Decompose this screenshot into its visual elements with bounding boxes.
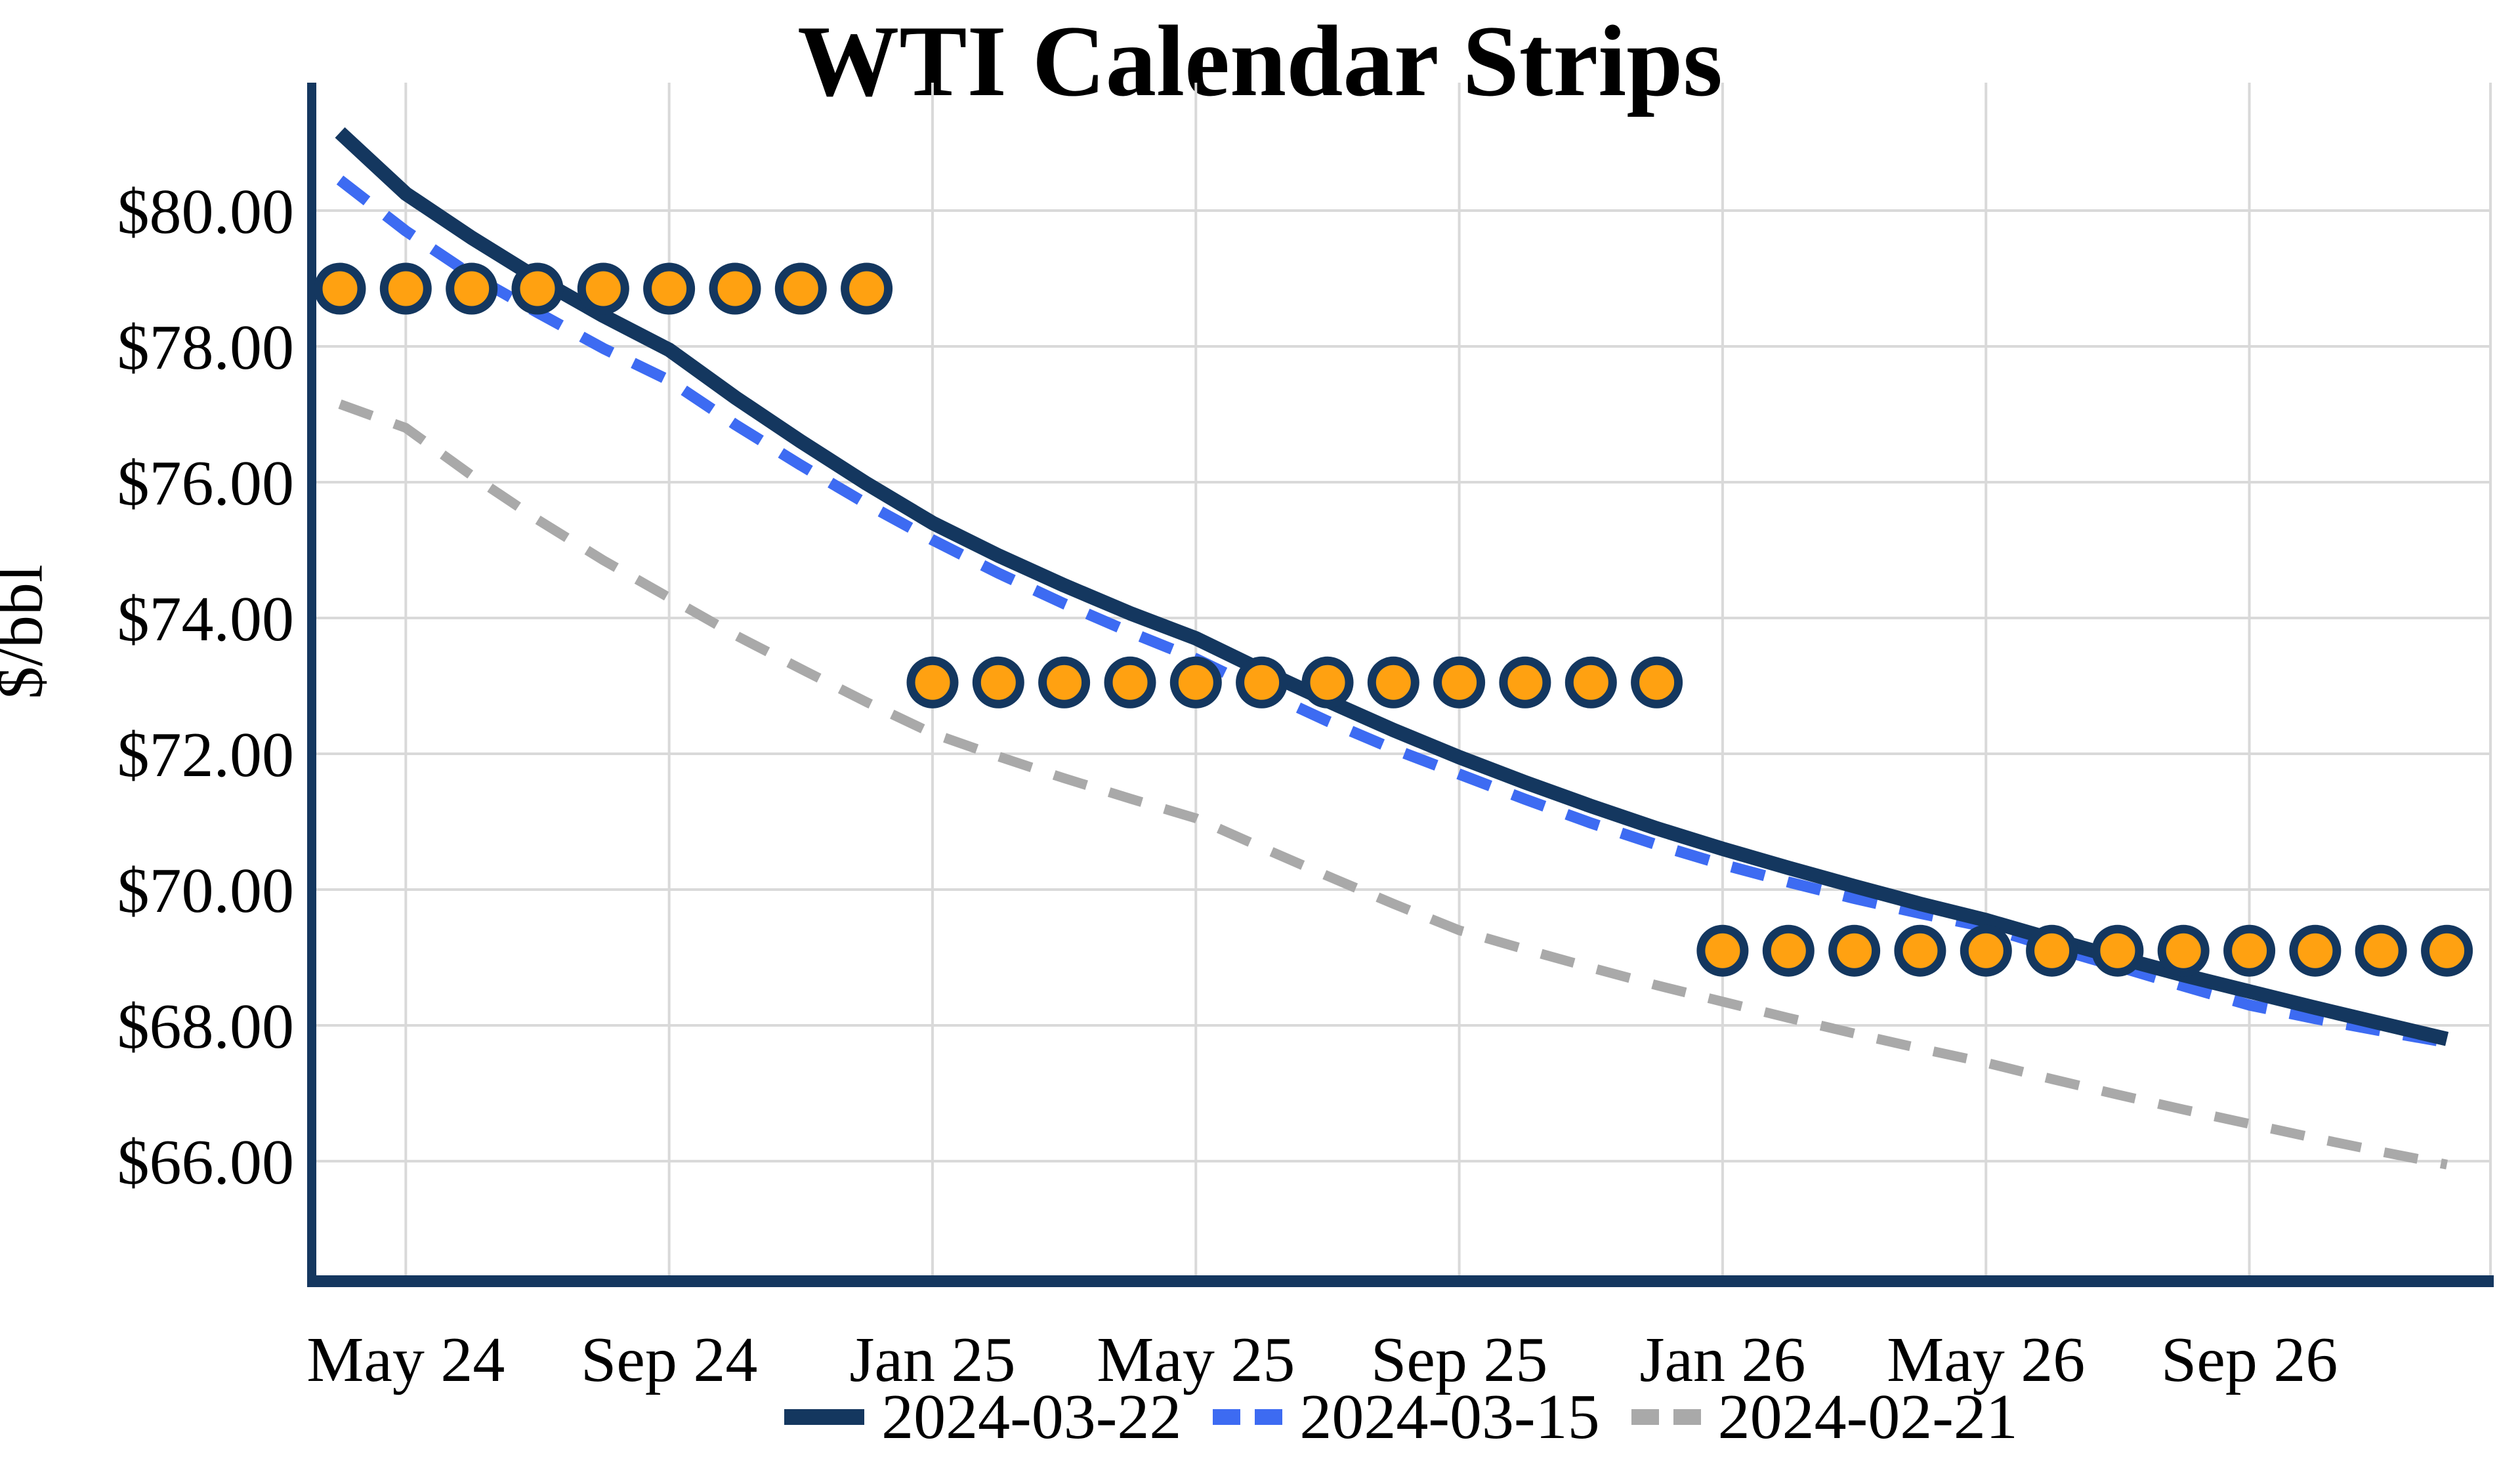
y-tick-label: $78.00 <box>117 312 295 383</box>
legend-dashed-line-swatch <box>1631 1409 1701 1425</box>
x-tick-label: May 25 <box>1097 1325 1295 1395</box>
strip-marker[interactable] <box>1499 656 1551 709</box>
strip-marker[interactable] <box>2355 924 2407 977</box>
strip-marker[interactable] <box>379 262 432 315</box>
x-tick-label: May 26 <box>1887 1325 2085 1395</box>
legend-item-2024-03-15[interactable]: 2024-03-15 <box>1213 1382 1600 1452</box>
strip-marker[interactable] <box>1564 656 1617 709</box>
gridlines <box>312 83 2492 1281</box>
strip-marker[interactable] <box>1960 924 2012 977</box>
x-tick-label: May 24 <box>306 1325 505 1395</box>
chart-title: WTI Calendar Strips <box>797 5 1723 117</box>
strip-marker[interactable] <box>2026 924 2078 977</box>
y-tick-label: $74.00 <box>117 584 295 655</box>
x-tick-label: Sep 25 <box>1371 1325 1548 1395</box>
strip-markers <box>314 262 2473 977</box>
strip-marker[interactable] <box>577 262 629 315</box>
strip-marker[interactable] <box>1631 656 1683 709</box>
legend-label: 2024-03-15 <box>1299 1382 1600 1452</box>
strip-marker[interactable] <box>314 262 366 315</box>
strip-marker[interactable] <box>1236 656 1288 709</box>
y-tick-labels: $66.00 $68.00 $70.00 $72.00 $74.00 $76.00 $78.… <box>117 176 295 1198</box>
strip-marker[interactable] <box>2421 924 2473 977</box>
strip-marker[interactable] <box>1301 656 1354 709</box>
y-tick-label: $68.00 <box>117 991 295 1062</box>
y-tick-label: $76.00 <box>117 448 295 519</box>
legend-label: 2024-03-22 <box>881 1382 1182 1452</box>
strip-marker[interactable] <box>2223 924 2276 977</box>
strip-marker[interactable] <box>774 262 827 315</box>
y-tick-label: $70.00 <box>117 855 295 926</box>
strip-marker[interactable] <box>1762 924 1815 977</box>
strip-marker[interactable] <box>2289 924 2342 977</box>
legend-item-2024-03-22[interactable]: 2024-03-22 <box>784 1385 1181 1449</box>
legend-dash <box>1213 1409 1241 1425</box>
x-tick-label: Jan 25 <box>849 1325 1015 1395</box>
legend: 2024-03-22 2024-03-15 2024-02-21 <box>312 1374 2490 1460</box>
strip-marker[interactable] <box>1894 924 1946 977</box>
legend-dashed-line-swatch <box>1213 1409 1283 1425</box>
strip-marker[interactable] <box>709 262 761 315</box>
legend-dash <box>1631 1409 1659 1425</box>
y-tick-label: $80.00 <box>117 176 295 247</box>
legend-solid-line-swatch <box>784 1409 865 1425</box>
x-tick-label: Sep 26 <box>2161 1325 2338 1395</box>
y-tick-label: $72.00 <box>117 720 295 791</box>
strip-marker[interactable] <box>841 262 893 315</box>
strip-marker[interactable] <box>1696 924 1749 977</box>
strip-marker[interactable] <box>511 262 564 315</box>
strip-marker[interactable] <box>1104 656 1156 709</box>
strip-marker[interactable] <box>1828 924 1881 977</box>
strip-marker[interactable] <box>2091 924 2144 977</box>
legend-item-2024-02-21[interactable]: 2024-02-21 <box>1631 1385 2018 1449</box>
strip-marker[interactable] <box>1367 656 1419 709</box>
x-tick-labels: May 24 Sep 24 Jan 25 May 25 Sep 25 Jan 26 May … <box>306 1325 2338 1395</box>
strip-marker[interactable] <box>446 262 498 315</box>
strip-marker[interactable] <box>1038 656 1091 709</box>
strip-marker[interactable] <box>1169 656 1222 709</box>
legend-label: 2024-02-21 <box>1717 1382 2018 1452</box>
strip-marker[interactable] <box>972 656 1024 709</box>
strip-marker[interactable] <box>2157 924 2210 977</box>
x-tick-label: Sep 24 <box>581 1325 758 1395</box>
legend-dash <box>1255 1409 1283 1425</box>
series-line-2024-02-21[interactable] <box>338 399 2448 1170</box>
legend-dash <box>1673 1409 1701 1425</box>
x-tick-label: Jan 26 <box>1639 1325 1805 1395</box>
y-tick-label: $66.00 <box>117 1127 295 1198</box>
strip-marker[interactable] <box>1433 656 1486 709</box>
strip-marker[interactable] <box>643 262 696 315</box>
strip-marker[interactable] <box>906 656 959 709</box>
